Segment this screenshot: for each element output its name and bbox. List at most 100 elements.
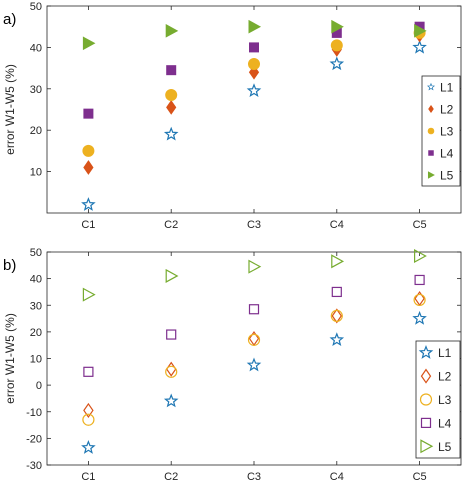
legend-marker bbox=[420, 439, 434, 454]
data-point bbox=[331, 286, 342, 298]
legend-marker bbox=[419, 393, 433, 406]
data-point bbox=[412, 39, 427, 54]
x-tick-label: C4 bbox=[330, 471, 344, 483]
y-tick-label: -20 bbox=[26, 433, 42, 445]
data-point bbox=[330, 309, 343, 322]
data-point bbox=[414, 248, 427, 264]
legend-label: L4 bbox=[440, 147, 454, 161]
legend-box bbox=[415, 340, 461, 459]
x-tick-label: C1 bbox=[81, 471, 95, 483]
legend-marker bbox=[427, 127, 435, 135]
data-point bbox=[165, 89, 178, 102]
data-point bbox=[329, 56, 345, 71]
y-tick-label: 30 bbox=[30, 300, 42, 312]
y-tick-label: 50 bbox=[30, 1, 42, 13]
data-point bbox=[81, 440, 96, 454]
data-point bbox=[248, 57, 260, 70]
y-tick-label: -10 bbox=[26, 407, 42, 419]
data-point bbox=[82, 144, 95, 157]
legend-marker-l4 bbox=[420, 417, 432, 428]
data-point bbox=[163, 393, 179, 408]
legend-label: L1 bbox=[440, 81, 454, 95]
y-tick-label: 30 bbox=[30, 84, 42, 96]
data-point bbox=[414, 23, 427, 38]
legend: L1 L2 L3 L4 L5 bbox=[415, 340, 461, 459]
legend-marker bbox=[418, 345, 434, 359]
data-point bbox=[248, 304, 260, 315]
y-tick-label: 40 bbox=[30, 42, 42, 54]
legend-marker-l3 bbox=[427, 127, 435, 135]
data-point bbox=[413, 293, 426, 307]
data-point bbox=[165, 361, 177, 377]
data-point bbox=[165, 268, 179, 283]
data-point bbox=[247, 333, 261, 346]
x-tick-label: C1 bbox=[81, 219, 95, 231]
data-point bbox=[246, 357, 262, 372]
data-point bbox=[165, 23, 179, 38]
panel-label: b) bbox=[3, 257, 16, 274]
data-point bbox=[331, 19, 344, 34]
legend-marker-l1 bbox=[418, 345, 434, 359]
data-point bbox=[412, 310, 427, 325]
y-tick-label: 0 bbox=[36, 380, 42, 392]
panel-label: a) bbox=[3, 11, 16, 28]
y-axis-label: error W1-W5 (%) bbox=[3, 64, 17, 155]
data-point bbox=[331, 308, 343, 324]
legend-marker bbox=[427, 171, 435, 179]
plot-area bbox=[46, 5, 462, 214]
data-point bbox=[330, 39, 343, 52]
legend-marker-l5 bbox=[420, 439, 434, 454]
y-tick-label: -30 bbox=[26, 460, 42, 472]
data-point bbox=[166, 329, 177, 340]
legend-marker-l2 bbox=[420, 368, 432, 384]
series-l2 bbox=[83, 291, 425, 418]
data-point bbox=[331, 254, 345, 269]
data-point bbox=[249, 42, 259, 53]
chart-panel-b: -30 -20 -10 0 10 20 30 40 50 C1 C2 C3 C4 C5 error W1-W… bbox=[3, 247, 462, 483]
legend-label: L3 bbox=[438, 393, 452, 407]
data-point bbox=[248, 259, 262, 274]
data-point bbox=[166, 65, 177, 76]
data-point bbox=[81, 197, 96, 211]
data-point bbox=[165, 365, 178, 378]
series-l1 bbox=[81, 310, 427, 454]
legend-marker bbox=[428, 104, 434, 114]
legend-marker bbox=[426, 82, 436, 91]
data-point bbox=[166, 100, 177, 115]
series-l1 bbox=[81, 39, 427, 211]
legend-label: L1 bbox=[438, 346, 452, 360]
data-point bbox=[83, 160, 94, 175]
data-point bbox=[414, 274, 425, 286]
y-tick-label: 10 bbox=[30, 354, 42, 366]
legend-label: L4 bbox=[438, 416, 452, 430]
x-tick-label: C2 bbox=[164, 219, 178, 231]
legend-label: L5 bbox=[438, 440, 452, 454]
data-point bbox=[83, 402, 94, 418]
series-l5 bbox=[82, 19, 427, 51]
series-l4 bbox=[83, 274, 425, 377]
data-point bbox=[83, 366, 94, 377]
legend-marker-l5 bbox=[427, 171, 435, 179]
data-point bbox=[248, 19, 262, 34]
data-point bbox=[83, 108, 94, 119]
data-point bbox=[329, 332, 345, 347]
legend-marker-l4 bbox=[428, 150, 434, 156]
series-l5 bbox=[82, 248, 427, 302]
x-tick-label: C4 bbox=[330, 219, 344, 231]
legend-label: L2 bbox=[440, 103, 454, 117]
legend-marker-l1 bbox=[426, 82, 436, 91]
data-point bbox=[82, 36, 96, 51]
legend-marker-l2 bbox=[428, 104, 434, 114]
y-tick-label: 20 bbox=[30, 327, 42, 339]
legend-label: L3 bbox=[440, 125, 454, 139]
legend-marker bbox=[420, 368, 432, 384]
legend-marker-l3 bbox=[419, 393, 433, 406]
y-tick-label: 50 bbox=[30, 247, 42, 259]
y-axis-label: error W1-W5 (%) bbox=[3, 313, 17, 404]
y-tick-label: 20 bbox=[30, 125, 42, 137]
y-tick-label: 10 bbox=[30, 167, 42, 179]
x-tick-label: C2 bbox=[164, 471, 178, 483]
series-l3 bbox=[82, 293, 426, 426]
